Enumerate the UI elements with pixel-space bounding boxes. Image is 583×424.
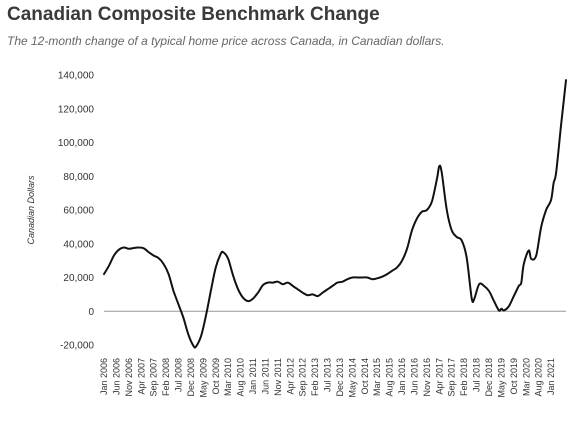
x-tick-label: Jan 2006	[99, 358, 109, 395]
x-tick-label: Mar 2010	[223, 358, 233, 396]
y-tick-label: 20,000	[63, 273, 94, 284]
x-tick-label: Mar 2020	[521, 358, 531, 396]
x-tick-label: Dec 2013	[335, 358, 345, 397]
x-tick-label: Jul 2008	[174, 358, 184, 392]
x-tick-label: Nov 2006	[124, 358, 134, 397]
x-tick-label: Sep 2012	[298, 358, 308, 397]
x-tick-label: Oct 2014	[360, 358, 370, 395]
x-axis-ticks: Jan 2006 Jun 2006 Nov 2006 Apr 2007 Sep 2007…	[99, 358, 556, 398]
x-tick-label: Feb 2008	[161, 358, 171, 396]
x-tick-label: Apr 2017	[434, 358, 444, 395]
y-tick-label: 120,000	[58, 104, 95, 115]
x-tick-label: Nov 2011	[273, 358, 283, 396]
x-tick-label: Sep 2017	[447, 358, 457, 397]
x-tick-label: Apr 2012	[285, 358, 295, 395]
y-tick-label: 80,000	[63, 172, 94, 183]
x-tick-label: Aug 2015	[385, 358, 395, 397]
y-tick-label: 100,000	[58, 138, 95, 149]
y-axis-label: Canadian Dollars	[26, 175, 36, 245]
x-tick-label: Feb 2018	[459, 358, 469, 396]
x-tick-label: Jun 2006	[111, 358, 121, 395]
x-tick-label: Jul 2018	[472, 358, 482, 392]
x-tick-label: Dec 2008	[186, 358, 196, 397]
x-tick-label: Mar 2015	[372, 358, 382, 396]
y-axis-ticks: -20,000 0 20,000 40,000 60,000 80,000 100,000 1…	[58, 71, 95, 352]
x-tick-label: Nov 2016	[422, 358, 432, 397]
x-tick-label: Jul 2013	[323, 358, 333, 392]
x-tick-label: Aug 2010	[236, 358, 246, 397]
x-tick-label: May 2014	[347, 358, 357, 398]
y-tick-label: 140,000	[58, 71, 95, 82]
y-tick-label: 0	[88, 307, 94, 318]
x-tick-label: Jun 2011	[260, 358, 270, 394]
chart-subtitle: The 12-month change of a typical home pr…	[7, 34, 445, 48]
x-tick-label: Oct 2009	[211, 358, 221, 395]
x-tick-label: Oct 2019	[509, 358, 519, 395]
x-tick-label: May 2019	[496, 358, 506, 398]
series-line	[103, 79, 567, 349]
y-tick-label: 40,000	[63, 239, 94, 250]
x-tick-label: Jan 2021	[546, 358, 556, 395]
x-tick-label: May 2009	[198, 358, 208, 398]
x-tick-label: Dec 2018	[484, 358, 494, 397]
x-tick-label: Jun 2016	[409, 358, 419, 395]
x-tick-label: Aug 2020	[534, 358, 544, 397]
x-tick-label: Apr 2007	[136, 358, 146, 395]
y-tick-label: 60,000	[63, 206, 94, 217]
chart-title: Canadian Composite Benchmark Change	[7, 4, 380, 25]
x-tick-label: Jan 2011	[248, 358, 258, 394]
x-tick-label: Feb 2013	[310, 358, 320, 396]
x-tick-label: Jan 2016	[397, 358, 407, 395]
y-tick-label: -20,000	[60, 341, 94, 352]
x-tick-label: Sep 2007	[149, 358, 159, 397]
